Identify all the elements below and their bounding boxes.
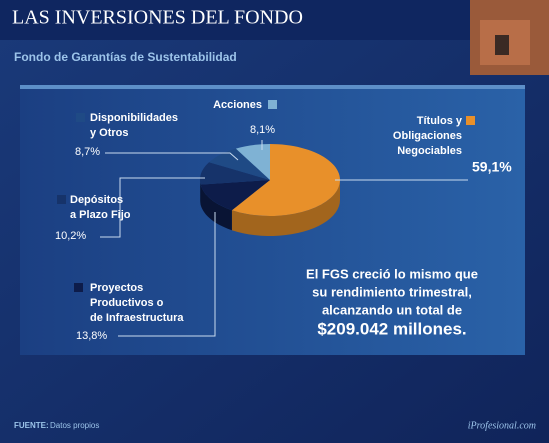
legend-swatch xyxy=(57,195,66,204)
category-label: Títulos y xyxy=(417,115,463,127)
value-label: 13,8% xyxy=(76,330,107,342)
category-label: Acciones xyxy=(213,99,262,111)
pie-slice xyxy=(231,144,341,216)
credit: iProfesional.com xyxy=(468,420,536,431)
subtitle: Fondo de Garantías de Sustentabilidad xyxy=(14,50,237,64)
photo-window xyxy=(495,35,509,55)
panel-edge xyxy=(20,85,525,89)
title: LAS INVERSIONES DEL FONDO xyxy=(12,7,303,29)
legend-swatch xyxy=(466,116,475,125)
annotation: $209.042 millones. xyxy=(317,319,466,338)
category-label: Disponibilidades xyxy=(90,112,178,124)
pie-slice xyxy=(235,144,270,180)
value-label: 10,2% xyxy=(55,230,86,242)
annotation: su rendimiento trimestral, xyxy=(312,284,472,299)
pie-slice xyxy=(200,180,270,211)
legend-swatch xyxy=(268,100,277,109)
annotation: El FGS creció lo mismo que xyxy=(306,266,478,281)
category-label: Depósitos xyxy=(70,194,123,206)
pie-side xyxy=(200,180,201,205)
pie-side xyxy=(200,184,232,231)
header-bar xyxy=(0,0,549,40)
legend-swatch xyxy=(76,113,85,122)
source: Datos propios xyxy=(50,421,99,430)
value-label: 8,7% xyxy=(75,146,100,158)
category-label: Productivos o xyxy=(90,297,164,309)
category-label: Proyectos xyxy=(90,282,143,294)
category-label: Obligaciones xyxy=(393,130,462,142)
pie-side xyxy=(231,180,340,236)
value-label: 59,1% xyxy=(472,159,512,175)
leader-line xyxy=(105,152,239,161)
source-label: FUENTE: xyxy=(14,421,49,430)
category-label: de Infraestructura xyxy=(90,312,184,324)
category-label: a Plazo Fijo xyxy=(70,209,131,221)
leader-line xyxy=(100,177,205,238)
category-label: y Otros xyxy=(90,127,129,139)
annotation: alcanzando un total de xyxy=(322,302,462,317)
category-label: Negociables xyxy=(397,145,462,157)
value-label: 8,1% xyxy=(250,124,275,136)
legend-swatch xyxy=(74,283,83,292)
pie-slice xyxy=(200,162,270,185)
leader-line xyxy=(118,212,216,337)
pie-slice xyxy=(209,148,270,180)
